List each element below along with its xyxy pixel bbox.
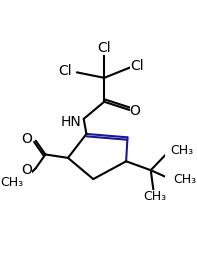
Text: CH₃: CH₃ bbox=[143, 190, 166, 203]
Text: CH₃: CH₃ bbox=[0, 176, 23, 189]
Text: O: O bbox=[21, 163, 32, 176]
Text: O: O bbox=[130, 104, 140, 118]
Text: O: O bbox=[21, 132, 32, 146]
Text: HN: HN bbox=[60, 115, 81, 129]
Text: Cl: Cl bbox=[130, 58, 144, 73]
Text: CH₃: CH₃ bbox=[173, 173, 196, 186]
Text: Cl: Cl bbox=[98, 41, 111, 55]
Text: CH₃: CH₃ bbox=[170, 144, 193, 157]
Text: Cl: Cl bbox=[58, 64, 71, 78]
